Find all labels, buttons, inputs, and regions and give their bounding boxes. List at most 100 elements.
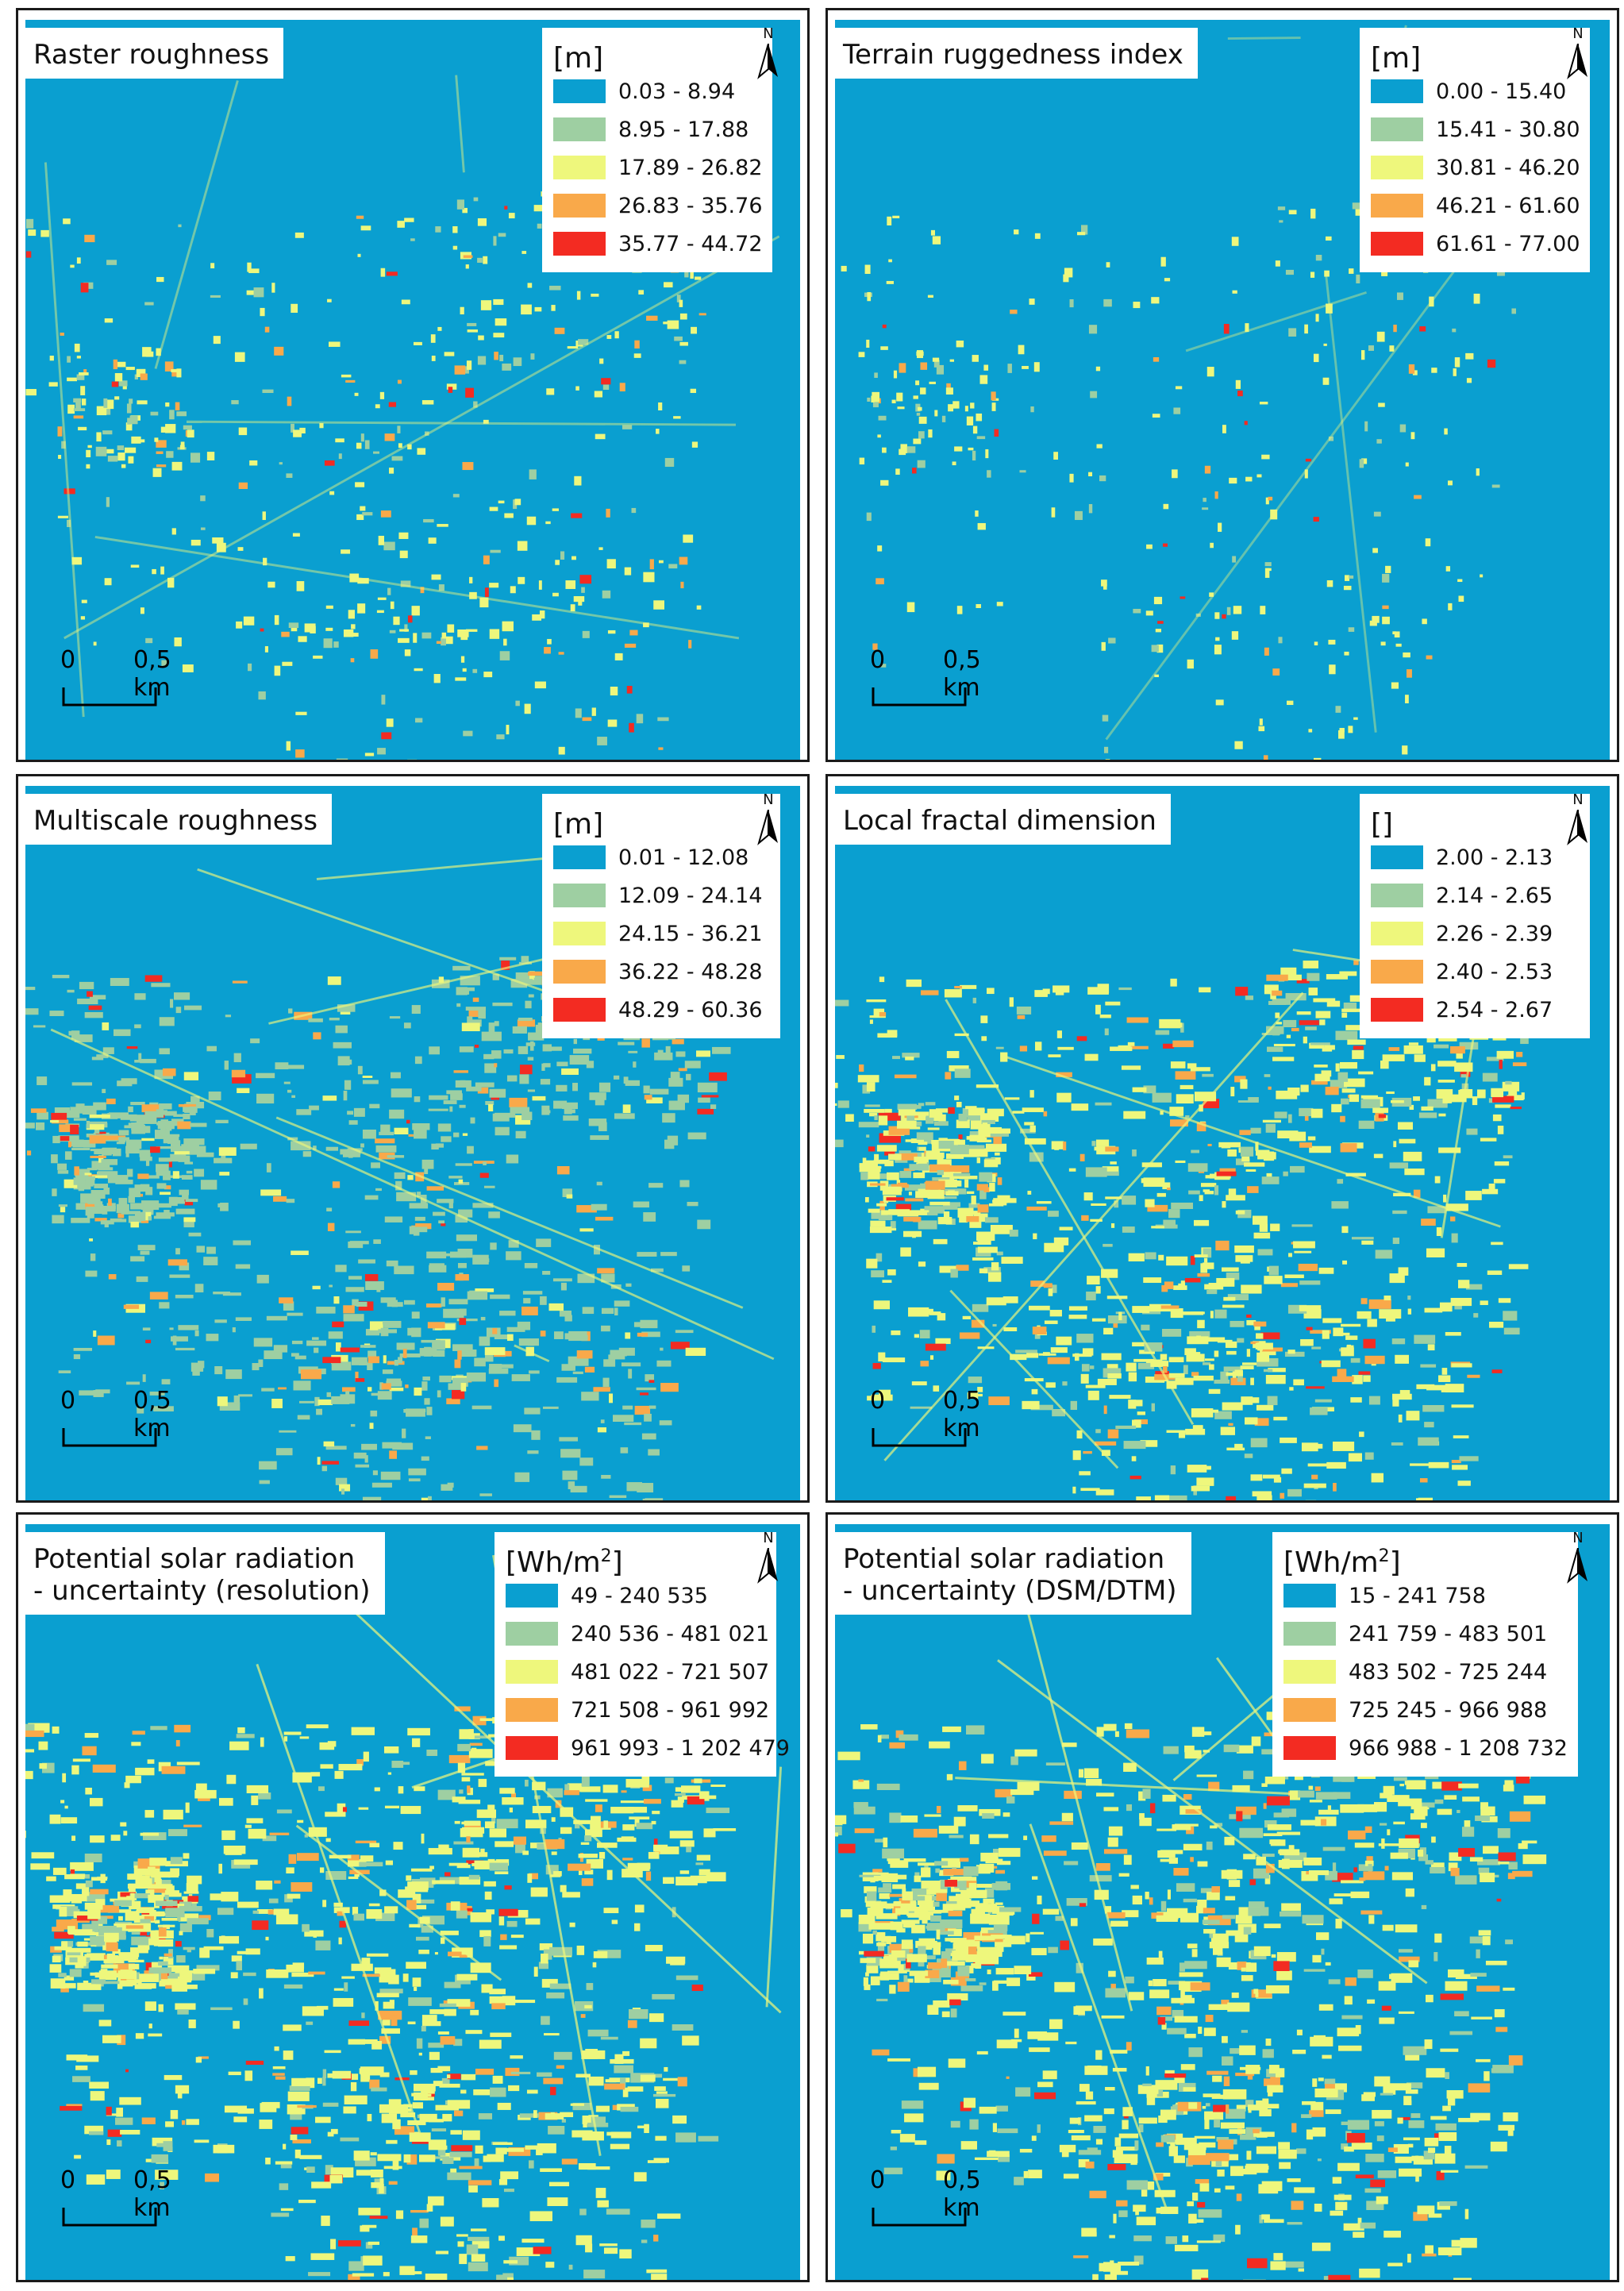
raster-cell — [1195, 2179, 1210, 2185]
raster-cell — [85, 1207, 91, 1216]
raster-cell — [1370, 2179, 1386, 2188]
raster-cell — [425, 431, 429, 436]
raster-cell — [414, 1056, 422, 1065]
raster-cell — [939, 1265, 957, 1273]
raster-cell — [1333, 1483, 1337, 1492]
raster-cell — [656, 2091, 668, 2094]
raster-cell — [107, 1909, 132, 1913]
raster-cell — [409, 1923, 421, 1928]
raster-cell — [297, 1415, 310, 1420]
raster-cell — [377, 2154, 402, 2162]
raster-cell — [518, 1045, 529, 1054]
raster-cell — [578, 1867, 583, 1876]
raster-cell — [339, 1920, 346, 1928]
raster-cell — [479, 1718, 504, 1722]
raster-cell — [511, 1374, 530, 1381]
raster-cell — [889, 1812, 902, 1823]
raster-cell — [1470, 2112, 1491, 2121]
raster-cell — [85, 1270, 98, 1277]
raster-cell — [1076, 1430, 1083, 1439]
raster-cell — [291, 1353, 299, 1357]
raster-cell — [1229, 477, 1237, 484]
road-line — [63, 235, 780, 640]
raster-cell — [985, 1126, 1002, 1137]
raster-cell — [1391, 1872, 1413, 1881]
raster-cell — [860, 1172, 869, 1180]
raster-cell — [658, 747, 664, 750]
raster-cell — [471, 2228, 487, 2231]
raster-cell — [1043, 1111, 1048, 1117]
raster-cell — [508, 2085, 520, 2092]
raster-cell — [957, 1805, 978, 1812]
raster-cell — [67, 1141, 71, 1148]
raster-cell — [175, 2003, 196, 2010]
raster-cell — [483, 1053, 495, 1060]
raster-cell — [429, 2009, 452, 2015]
raster-cell — [258, 1359, 264, 1368]
raster-cell — [84, 1172, 92, 1176]
raster-cell — [1064, 1790, 1082, 1800]
raster-cell — [878, 415, 887, 421]
raster-cell — [1203, 2027, 1216, 2036]
raster-cell — [237, 1901, 259, 1908]
raster-cell — [274, 346, 284, 356]
raster-cell — [1322, 377, 1330, 385]
raster-cell — [1428, 2213, 1442, 2218]
raster-cell — [1312, 2078, 1318, 2087]
raster-cell — [371, 2182, 380, 2189]
raster-cell — [1183, 1794, 1192, 1800]
raster-cell — [175, 2085, 190, 2094]
raster-cell — [380, 510, 391, 518]
raster-cell — [945, 1948, 954, 1954]
legend-label: 35.77 - 44.72 — [618, 231, 763, 256]
raster-cell — [1037, 1895, 1042, 1904]
raster-cell — [906, 1210, 929, 1215]
raster-cell — [1263, 755, 1268, 760]
raster-cell — [106, 2106, 112, 2116]
raster-cell — [206, 1045, 217, 1052]
raster-cell — [444, 1872, 451, 1877]
raster-cell — [884, 1160, 894, 1167]
raster-cell — [996, 602, 1003, 606]
legend-swatch — [553, 194, 606, 218]
legend-label: 17.89 - 26.82 — [618, 155, 763, 180]
raster-cell — [869, 1015, 886, 1018]
raster-cell — [475, 1082, 495, 1088]
raster-cell — [943, 1211, 950, 1221]
raster-cell — [1447, 1094, 1467, 1103]
legend-swatch — [1371, 194, 1423, 218]
raster-cell — [426, 1407, 433, 1415]
raster-cell — [28, 229, 37, 237]
raster-cell — [1382, 1924, 1394, 1931]
raster-cell — [1015, 2087, 1031, 2097]
raster-cell — [870, 1976, 880, 1985]
raster-cell — [125, 367, 135, 371]
raster-cell — [259, 1480, 270, 1484]
raster-cell — [392, 2119, 401, 2130]
legend-entry: 0.00 - 15.40 — [1371, 72, 1579, 110]
raster-cell — [1236, 2193, 1242, 2201]
raster-cell — [540, 1330, 546, 1337]
raster-cell — [886, 280, 894, 284]
raster-cell — [1080, 225, 1088, 235]
raster-cell — [290, 2111, 302, 2120]
raster-cell — [410, 2210, 429, 2213]
raster-cell — [996, 1251, 1003, 1256]
raster-cell — [1203, 1099, 1219, 1109]
raster-cell — [1305, 458, 1312, 462]
raster-cell — [1403, 2096, 1412, 2105]
raster-cell — [437, 2145, 448, 2150]
raster-cell — [696, 1854, 710, 1861]
raster-cell — [1072, 1486, 1076, 1494]
raster-cell — [93, 641, 97, 646]
raster-cell — [1350, 1397, 1362, 1403]
raster-cell — [60, 1906, 79, 1910]
raster-cell — [1477, 1089, 1486, 1099]
raster-cell — [426, 1186, 444, 1191]
raster-cell — [364, 440, 370, 449]
raster-cell — [125, 1911, 140, 1921]
raster-cell — [1222, 425, 1226, 433]
raster-cell — [175, 402, 180, 410]
raster-cell — [322, 1095, 337, 1101]
raster-cell — [488, 1022, 495, 1033]
